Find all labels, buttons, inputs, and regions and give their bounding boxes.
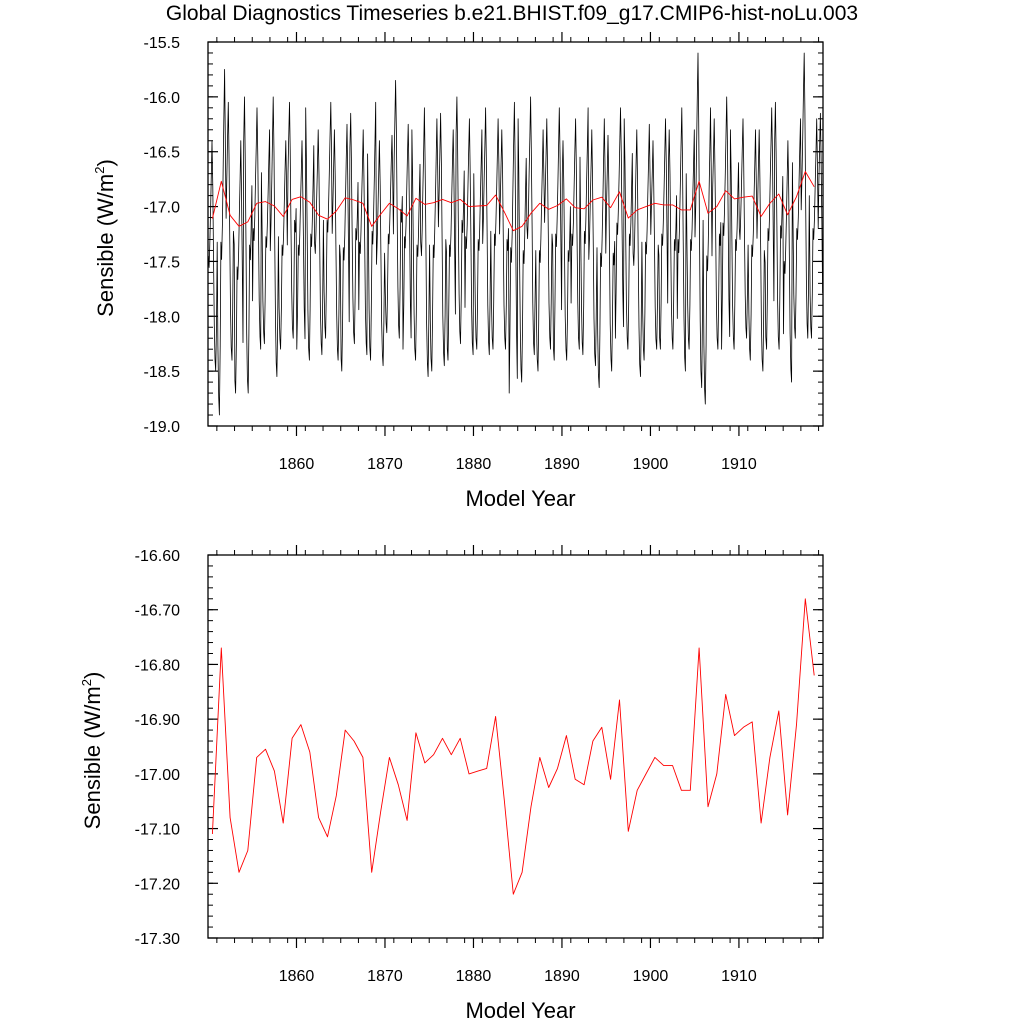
- y-tick-label: -16.0: [144, 90, 181, 107]
- y-axis-title-superscript: 2: [92, 167, 107, 174]
- y-tick-label: -16.90: [135, 712, 180, 729]
- x-axis-title: Model Year: [465, 486, 575, 511]
- y-tick-label: -19.0: [144, 419, 181, 436]
- annual-mean-series-line: [211, 598, 815, 895]
- plot-frame: [207, 554, 824, 939]
- x-tick-label: 1880: [456, 968, 492, 985]
- x-tick-label: 1890: [544, 968, 580, 985]
- x-tick-label: 1900: [633, 456, 669, 473]
- x-tick-label: 1910: [721, 456, 757, 473]
- x-axis-title: Model Year: [465, 998, 575, 1023]
- y-axis-title: Sensible (W/m2): [92, 159, 118, 317]
- y-tick-label: -16.60: [135, 548, 180, 565]
- y-tick-label: -18.0: [144, 309, 181, 326]
- y-tick-label: -15.5: [144, 35, 181, 52]
- y-axis-title-base: Sensible (W/m: [80, 686, 105, 829]
- y-tick-label: -16.5: [144, 145, 181, 162]
- monthly-series-line: [208, 52, 823, 416]
- y-axis-title-close: ): [93, 159, 118, 166]
- x-tick-label: 1880: [456, 456, 492, 473]
- chart-panel-2: -17.30 -17.20 -17.10 -17.00 -16.90 -16.80 -16.…: [79, 545, 824, 1023]
- y-tick-label: -17.00: [135, 767, 180, 784]
- y-axis-title-base: Sensible (W/m: [93, 174, 118, 317]
- x-tick-label: 1860: [279, 968, 315, 985]
- x-tick-label: 1870: [367, 456, 403, 473]
- y-axis-title-superscript: 2: [79, 679, 94, 686]
- figure-title: Global Diagnostics Timeseries b.e21.BHIS…: [0, 2, 1024, 26]
- plot-frame: [207, 41, 824, 427]
- y-tick-label: -17.30: [135, 931, 180, 948]
- x-tick-label: 1890: [544, 456, 580, 473]
- chart-panel-1: -19.0 -18.5 -18.0 -17.5 -17.0 -16.5 -16.0 -15.5…: [92, 32, 824, 511]
- x-tick-label: 1910: [721, 968, 757, 985]
- annual-mean-series-line: [211, 171, 815, 232]
- y-tick-label: -17.20: [135, 876, 180, 893]
- y-tick-label: -17.10: [135, 822, 180, 839]
- y-axis-title: Sensible (W/m2): [79, 672, 105, 830]
- x-tick-label: 1900: [633, 968, 669, 985]
- y-tick-label: -18.5: [144, 364, 181, 381]
- y-tick-label: -16.80: [135, 657, 180, 674]
- y-axis-title-close: ): [80, 672, 105, 679]
- y-tick-label: -17.0: [144, 200, 181, 217]
- y-tick-label: -16.70: [135, 603, 180, 620]
- figure-title-text: Global Diagnostics Timeseries b.e21.BHIS…: [165, 2, 859, 25]
- x-tick-label: 1860: [279, 456, 315, 473]
- x-tick-label: 1870: [367, 968, 403, 985]
- y-tick-label: -17.5: [144, 254, 181, 271]
